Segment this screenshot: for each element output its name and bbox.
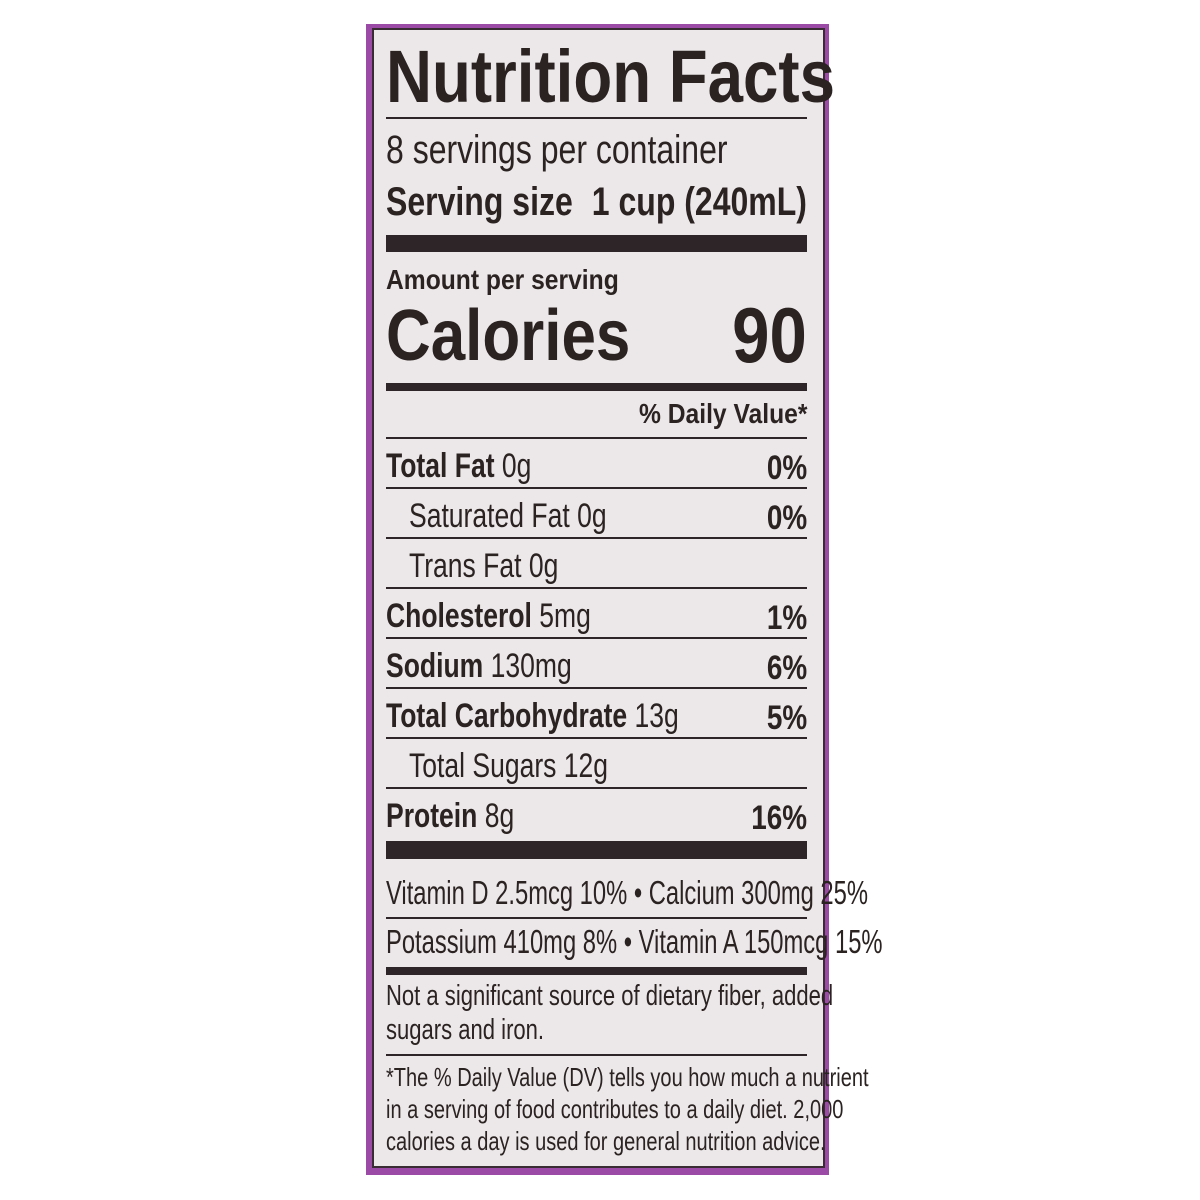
- not-significant-line-1: Not a significant source of dietary fibe…: [386, 980, 834, 1012]
- calories-value: 90: [732, 291, 807, 379]
- nutrient-daily-value: 0%: [766, 499, 807, 537]
- nutrient-amount: 13g: [634, 697, 679, 735]
- divider-thin: [386, 1054, 807, 1056]
- calories-label: Calories: [386, 296, 631, 376]
- divider-thin: [386, 737, 807, 739]
- divider-thin: [386, 537, 807, 539]
- divider-medium: [386, 383, 807, 391]
- nutrient-label: Cholesterol 5mg: [386, 599, 591, 633]
- nutrient-amount: 0g: [528, 547, 559, 585]
- nutrient-name: Total Carbohydrate: [386, 697, 628, 735]
- divider-thin: [386, 917, 807, 919]
- divider-medium: [386, 967, 807, 975]
- nutrient-label: Sodium 130mg: [386, 649, 572, 683]
- divider-thin: [386, 587, 807, 589]
- nutrient-name: Total Sugars: [409, 747, 557, 785]
- label-title: Nutrition Facts: [386, 35, 836, 118]
- not-significant-line-2: sugars and iron.: [386, 1014, 545, 1046]
- nutrient-daily-value: 16%: [751, 799, 807, 837]
- divider-thin: [386, 637, 807, 639]
- divider-thin: [386, 687, 807, 689]
- nutrient-name: Protein: [386, 797, 478, 835]
- amount-per-serving: Amount per serving: [386, 264, 619, 295]
- divider-thin: [386, 437, 807, 439]
- nutrient-name: Trans Fat: [409, 547, 522, 585]
- nutrient-amount: 5mg: [539, 597, 591, 635]
- nutrient-label: Total Carbohydrate 13g: [386, 699, 679, 733]
- nutrient-amount: 0g: [577, 497, 607, 535]
- nutrient-label: Saturated Fat 0g: [409, 499, 607, 533]
- nutrient-label: Trans Fat 0g: [409, 549, 558, 583]
- vitamins-line-1: Vitamin D 2.5mcg 10% • Calcium 300mg 25%: [386, 874, 868, 911]
- nutrient-amount: 130mg: [490, 647, 572, 685]
- footnote-line-1: *The % Daily Value (DV) tells you how mu…: [386, 1062, 869, 1092]
- daily-value-header: % Daily Value*: [638, 398, 807, 429]
- nutrient-daily-value: 6%: [766, 649, 807, 687]
- nutrient-amount: 0g: [501, 447, 532, 485]
- serving-size-value: 1 cup (240mL): [591, 180, 807, 224]
- nutrient-daily-value: 5%: [766, 699, 807, 737]
- nutrient-daily-value: 0%: [766, 449, 807, 487]
- divider-thin: [386, 117, 807, 119]
- nutrient-label: Total Sugars 12g: [409, 749, 608, 783]
- footnote-line-2: in a serving of food contributes to a da…: [386, 1094, 844, 1124]
- nutrient-label: Protein 8g: [386, 799, 514, 833]
- nutrient-label: Total Fat 0g: [386, 449, 531, 483]
- divider-thick: [386, 235, 807, 252]
- vitamins-line-2: Potassium 410mg 8% • Vitamin A 150mcg 15…: [386, 923, 883, 960]
- nutrient-name: Sodium: [386, 647, 484, 685]
- divider-thin: [386, 787, 807, 789]
- serving-size-label: Serving size: [386, 180, 573, 224]
- divider-thin: [386, 487, 807, 489]
- servings-per-container: 8 servings per container: [386, 128, 728, 172]
- nutrient-amount: 8g: [484, 797, 515, 835]
- nutrient-name: Saturated Fat: [409, 497, 570, 535]
- nutrition-facts-panel: [372, 28, 825, 1168]
- nutrient-name: Total Fat: [386, 447, 495, 485]
- divider-thick: [386, 841, 807, 859]
- footnote-line-3: calories a day is used for general nutri…: [386, 1126, 826, 1156]
- nutrient-amount: 12g: [563, 747, 609, 785]
- nutrient-daily-value: 1%: [766, 599, 807, 637]
- nutrient-name: Cholesterol: [386, 597, 532, 635]
